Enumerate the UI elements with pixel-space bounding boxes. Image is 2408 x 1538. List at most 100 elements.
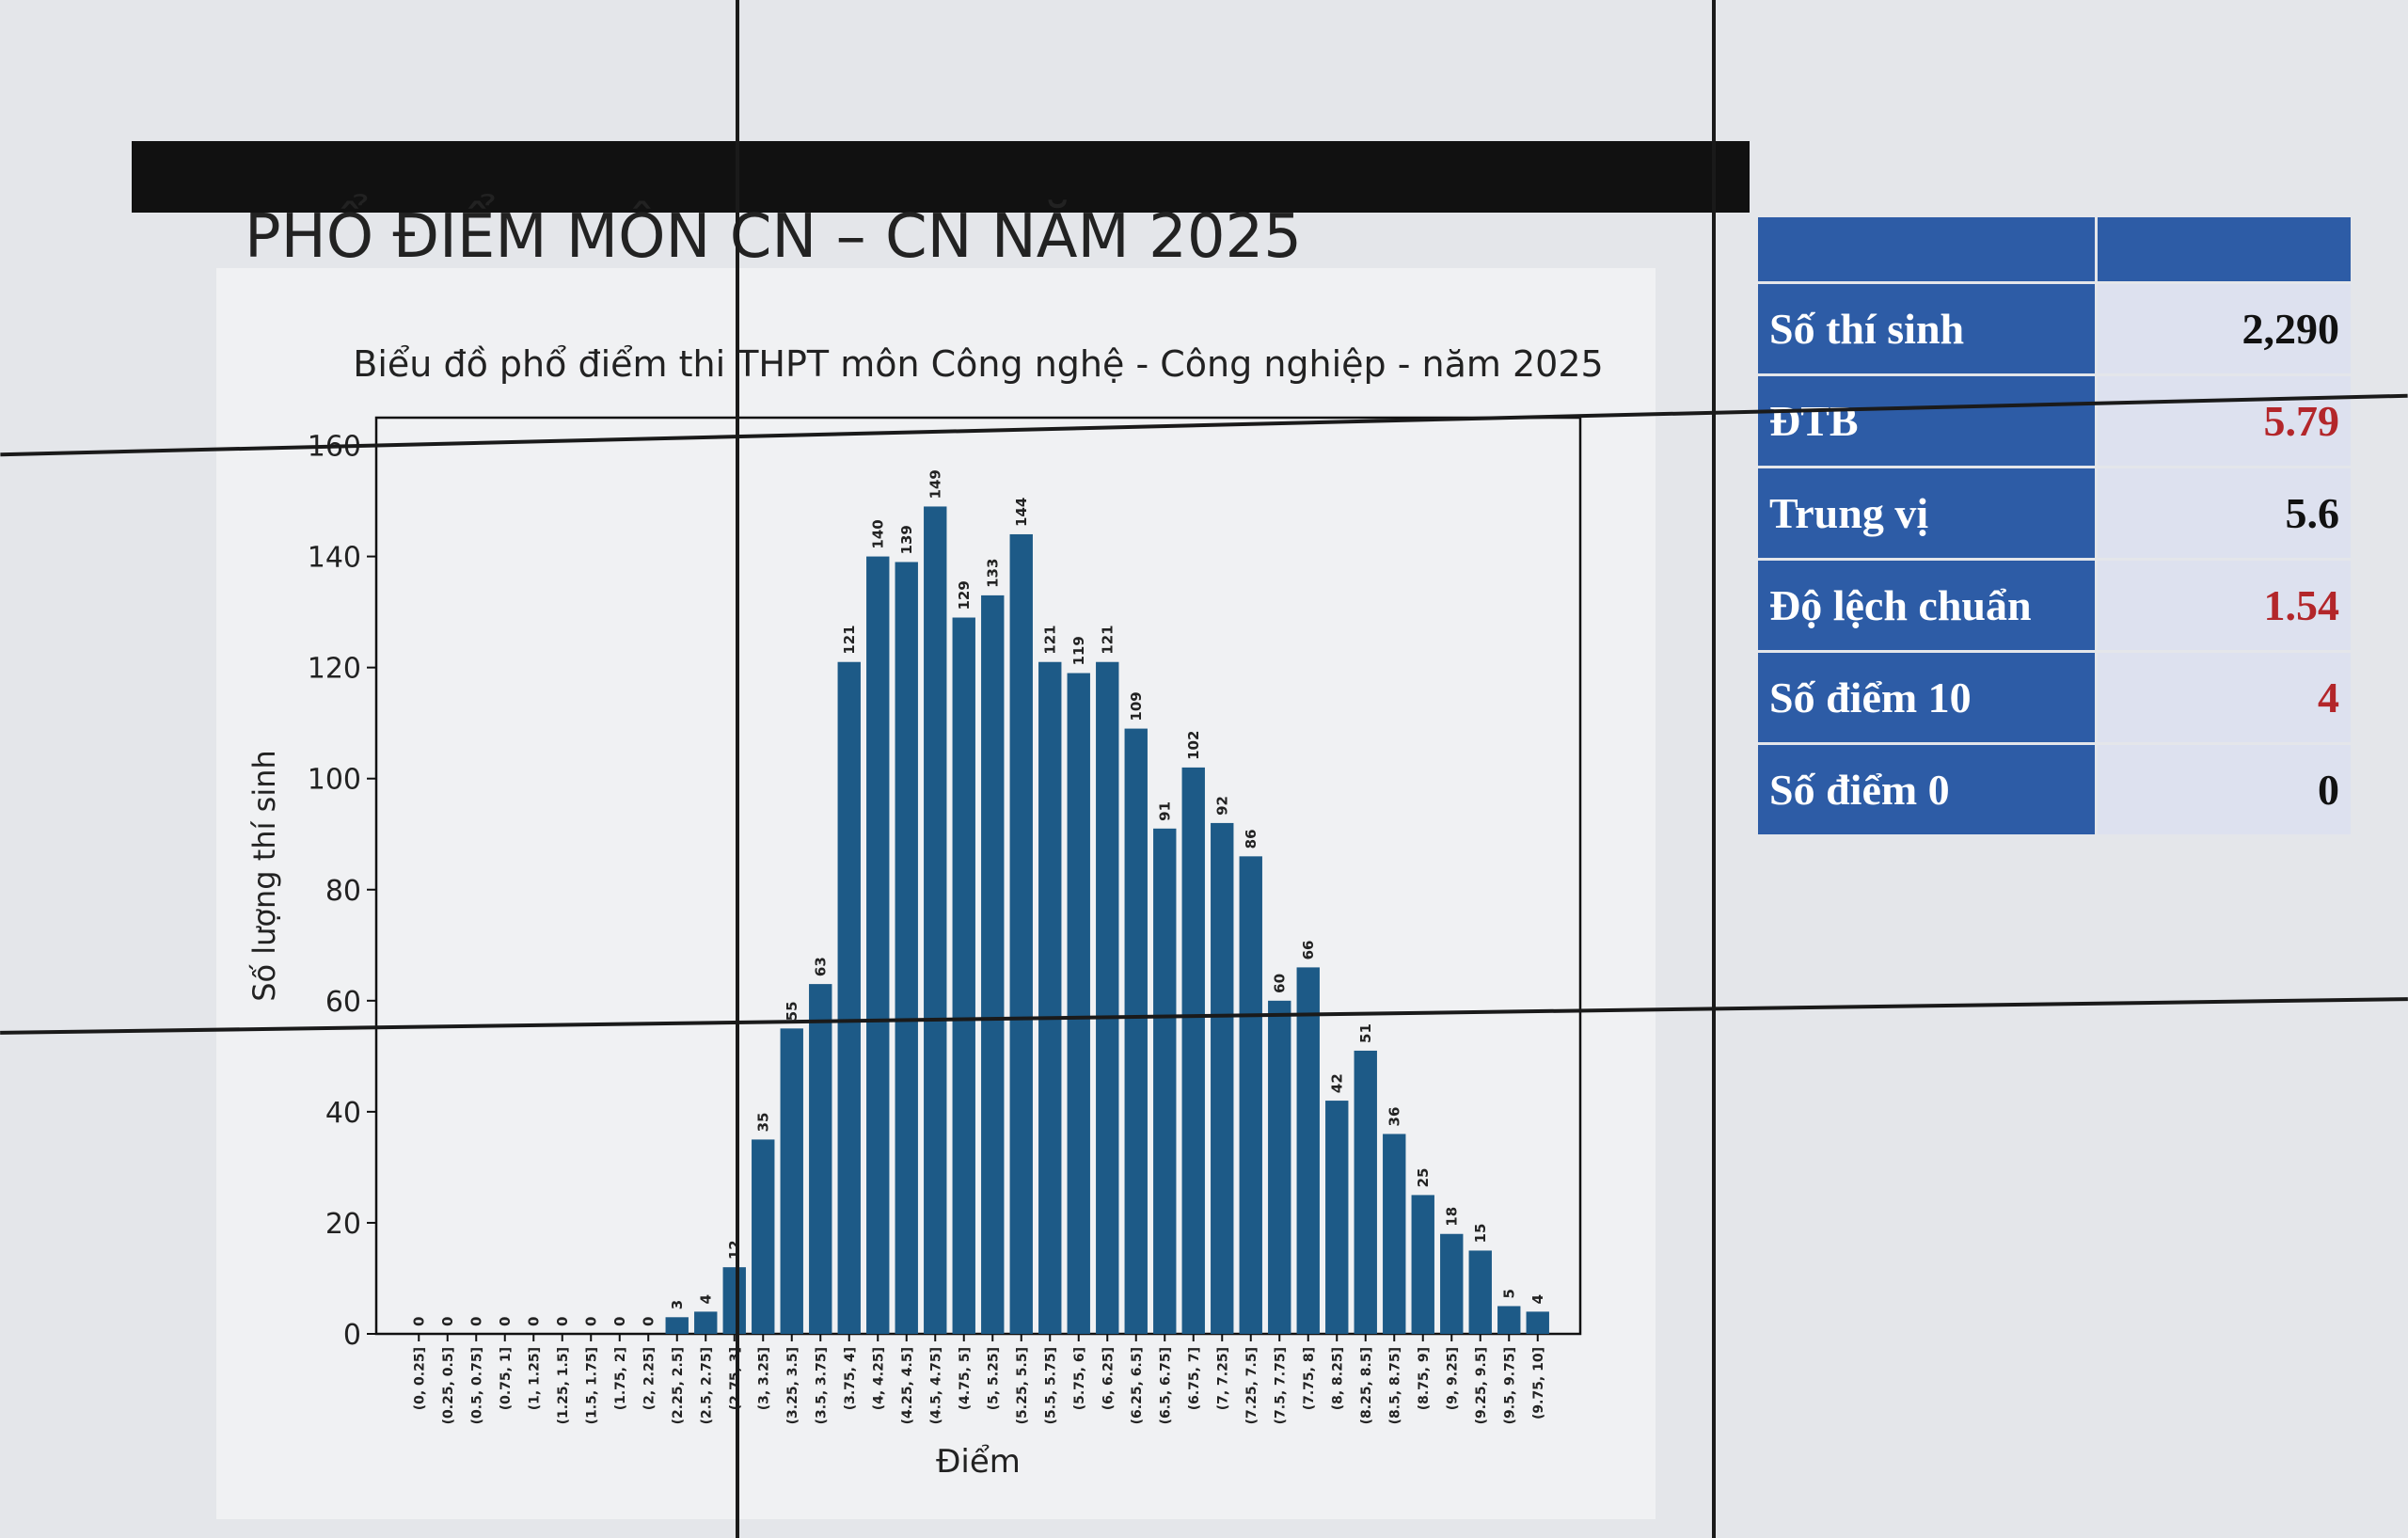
bar [1354, 1050, 1377, 1334]
bar [1153, 828, 1177, 1334]
x-tick-label: (5, 5.25] [986, 1347, 1001, 1410]
bar [1038, 661, 1062, 1334]
value-label: 36 [1386, 1107, 1402, 1127]
y-tick-label: 0 [343, 1319, 361, 1352]
value-label: 121 [1041, 625, 1058, 654]
bar [1268, 1000, 1291, 1334]
stat-label: Trung vị [1758, 468, 2095, 558]
table-row: Độ lệch chuẩn 1.54 [1758, 561, 2351, 650]
value-label: 121 [1099, 625, 1116, 654]
x-tick-label: (1.75, 2] [613, 1347, 628, 1410]
stat-label: ĐTB [1758, 376, 2095, 466]
value-label: 12 [726, 1240, 743, 1260]
value-label: 4 [697, 1294, 714, 1304]
x-tick-label: (0, 0.25] [412, 1347, 427, 1410]
x-tick-label: (6.75, 7] [1187, 1347, 1202, 1410]
x-tick-label: (8.75, 9] [1417, 1347, 1432, 1410]
x-tick-label: (1.25, 1.5] [556, 1347, 571, 1424]
plot-frame [374, 416, 1582, 1336]
bar [809, 984, 832, 1334]
stat-value: 0 [2098, 745, 2351, 834]
table-row: Số thí sinh 2,290 [1758, 284, 2351, 373]
slide-title: PHỔ ĐIỂM MÔN CN – CN NĂM 2025 [245, 202, 1302, 272]
bar [1411, 1195, 1434, 1334]
x-tick-label: (1, 1.25] [527, 1347, 542, 1410]
x-tick-label: (4, 4.25] [871, 1347, 886, 1410]
x-tick-label: (8.25, 8.5] [1359, 1347, 1374, 1424]
x-tick-label: (5.25, 5.5] [1015, 1347, 1030, 1424]
y-tick-label: 140 [308, 542, 361, 575]
value-label: 0 [525, 1317, 542, 1326]
stat-label: Số điểm 10 [1758, 653, 2095, 742]
bar [1096, 661, 1119, 1334]
bar [1296, 967, 1320, 1334]
stat-value: 5.79 [2098, 376, 2351, 466]
bar [1211, 822, 1234, 1334]
bar [1325, 1101, 1349, 1334]
x-tick-label: (3.75, 4] [843, 1347, 858, 1410]
x-tick-label: (4.5, 4.75] [928, 1347, 943, 1424]
y-tick-label: 20 [325, 1208, 361, 1241]
y-axis-label: Số lượng thí sinh [246, 750, 282, 1002]
y-tick-label: 100 [308, 764, 361, 797]
x-tick-label: (1.5, 1.75] [584, 1347, 599, 1424]
x-tick-label: (4.75, 5] [958, 1347, 973, 1410]
x-tick-label: (6.5, 6.75] [1158, 1347, 1173, 1424]
value-label: 0 [611, 1317, 628, 1326]
bar [837, 661, 861, 1334]
value-label: 0 [640, 1317, 657, 1326]
value-label: 5 [1500, 1289, 1517, 1298]
bar [866, 556, 890, 1334]
value-label: 55 [784, 1001, 800, 1021]
table-row: Trung vị 5.6 [1758, 468, 2351, 558]
x-tick-label: (7.25, 7.5] [1244, 1347, 1259, 1424]
value-label: 15 [1472, 1224, 1489, 1244]
value-label: 42 [1328, 1073, 1345, 1093]
x-tick-label: (2.25, 2.5] [671, 1347, 686, 1424]
value-label: 149 [927, 469, 943, 499]
value-label: 35 [754, 1113, 771, 1133]
x-tick-label: (7.75, 8] [1302, 1347, 1317, 1410]
value-label: 0 [554, 1317, 571, 1326]
bar [895, 562, 918, 1334]
value-label: 144 [1013, 498, 1030, 527]
x-tick-label: (9.5, 9.75] [1502, 1347, 1517, 1424]
x-tick-label: (7, 7.25] [1215, 1347, 1230, 1410]
bar [752, 1139, 775, 1334]
value-label: 119 [1070, 636, 1087, 665]
bezel [1712, 0, 1716, 1538]
y-tick-label: 120 [308, 653, 361, 686]
x-tick-label: (9.25, 9.5] [1474, 1347, 1489, 1424]
value-label: 140 [869, 519, 886, 548]
value-label: 25 [1415, 1168, 1432, 1188]
bar [1440, 1233, 1464, 1334]
x-tick-label: (8, 8.25] [1330, 1347, 1345, 1410]
bar [1468, 1250, 1492, 1334]
bar [665, 1317, 689, 1334]
x-tick-label: (0.5, 0.75] [469, 1347, 484, 1424]
x-tick-label: (3.5, 3.75] [814, 1347, 829, 1424]
bar [780, 1028, 803, 1334]
value-label: 109 [1128, 691, 1145, 721]
value-label: 4 [1529, 1294, 1546, 1304]
value-label: 18 [1443, 1207, 1460, 1227]
value-label: 129 [956, 580, 973, 610]
x-tick-label: (9.75, 10] [1531, 1347, 1546, 1419]
value-label: 0 [410, 1317, 427, 1326]
stats-table: Số thí sinh 2,290 ĐTB 5.79 Trung vị 5.6 Độ lệc… [1755, 214, 2353, 837]
chart-title: Biểu đồ phổ điểm thi THPT môn Công nghệ … [353, 343, 1603, 385]
value-label: 102 [1185, 731, 1202, 760]
stat-label: Số điểm 0 [1758, 745, 2095, 834]
table-row: ĐTB 5.79 [1758, 376, 2351, 466]
stat-value: 1.54 [2098, 561, 2351, 650]
value-label: 91 [1156, 801, 1173, 821]
table-row: Số điểm 10 4 [1758, 653, 2351, 742]
y-tick-label: 40 [325, 1097, 361, 1130]
bar [1497, 1306, 1521, 1334]
bar [1526, 1311, 1549, 1334]
x-tick-label: (2, 2.25] [642, 1347, 657, 1410]
value-label: 0 [497, 1317, 514, 1326]
value-label: 3 [669, 1300, 686, 1309]
